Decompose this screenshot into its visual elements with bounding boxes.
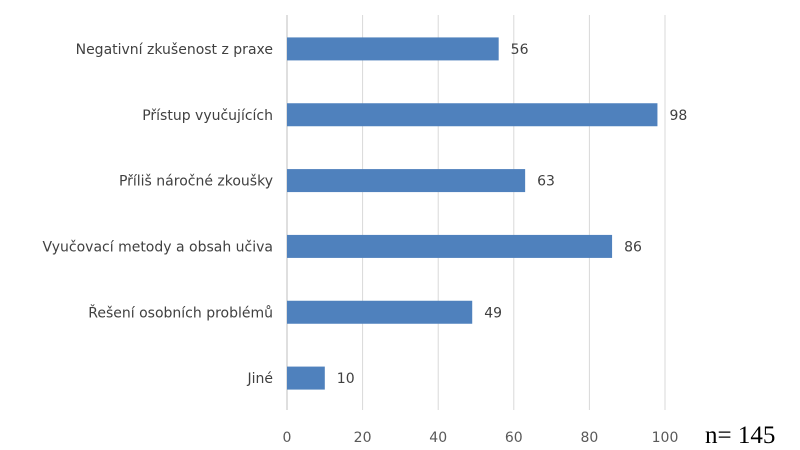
category-label: Jiné bbox=[246, 371, 273, 387]
sample-size-note: n= 145 bbox=[705, 422, 776, 449]
data-label: 10 bbox=[337, 371, 355, 387]
bars bbox=[287, 37, 658, 390]
category-label: Přístup vyučujících bbox=[142, 108, 273, 124]
bar bbox=[287, 234, 613, 258]
category-label: Vyučovací metody a obsah učiva bbox=[43, 239, 273, 255]
x-tick-label: 100 bbox=[652, 430, 679, 446]
data-label: 63 bbox=[537, 174, 555, 190]
x-tick-labels: 0 20 40 60 80 100 bbox=[283, 430, 679, 446]
x-tick-label: 80 bbox=[580, 430, 598, 446]
data-label: 98 bbox=[669, 108, 687, 124]
category-label: Negativní zkušenost z praxe bbox=[76, 42, 273, 58]
bar bbox=[287, 169, 526, 193]
bar bbox=[287, 37, 499, 61]
grid-lines bbox=[362, 15, 666, 410]
data-label: 49 bbox=[484, 305, 502, 321]
category-label: Příliš náročné zkoušky bbox=[119, 174, 273, 190]
x-tick-label: 0 bbox=[283, 430, 292, 446]
data-label: 56 bbox=[511, 42, 529, 58]
x-tick-label: 60 bbox=[505, 430, 523, 446]
bar bbox=[287, 103, 658, 127]
bar bbox=[287, 300, 473, 324]
x-tick-label: 20 bbox=[354, 430, 372, 446]
bar bbox=[287, 366, 325, 390]
data-labels: 56 98 63 86 49 10 bbox=[337, 42, 687, 387]
category-label: Řešení osobních problémů bbox=[88, 304, 273, 321]
x-tick-label: 40 bbox=[429, 430, 447, 446]
data-label: 86 bbox=[624, 239, 642, 255]
category-labels: Negativní zkušenost z praxe Přístup vyuču… bbox=[43, 42, 273, 387]
